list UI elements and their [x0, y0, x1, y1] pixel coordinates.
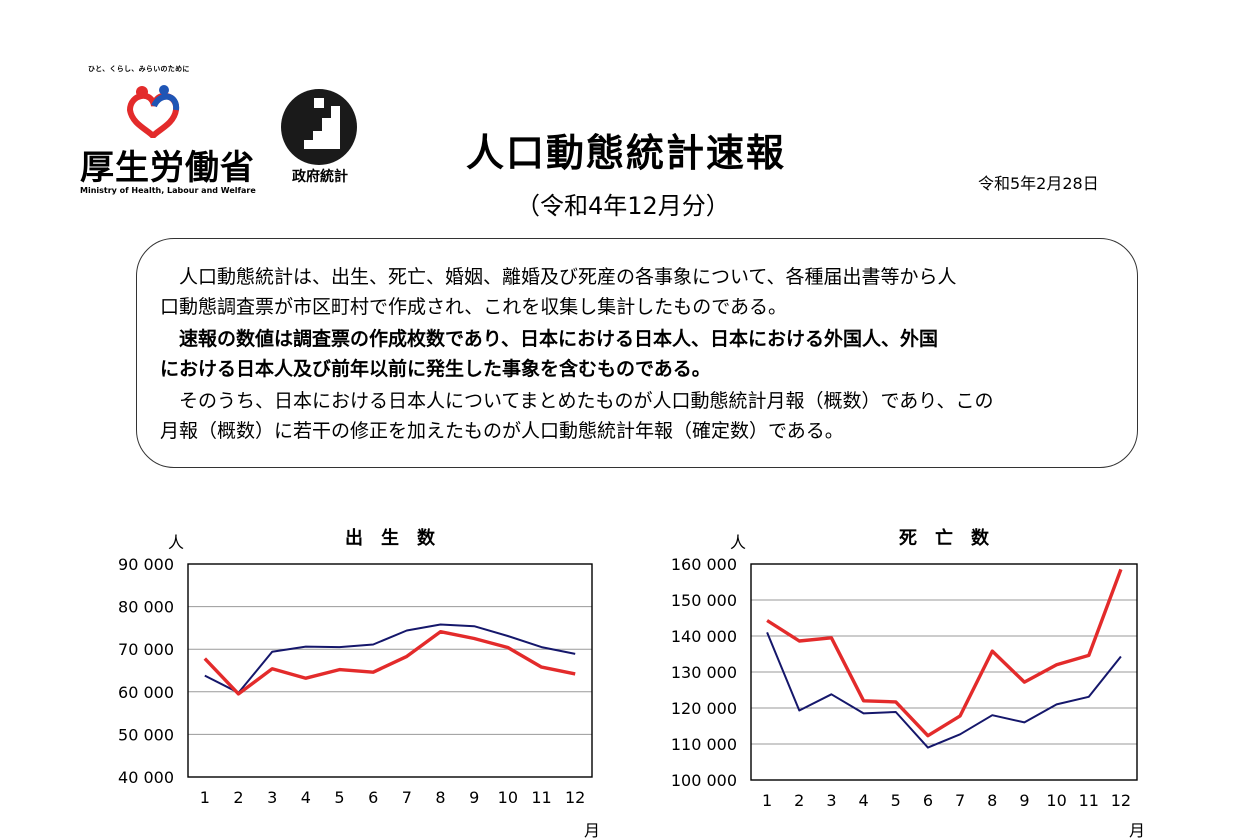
x-tick-label: 10: [1046, 791, 1066, 810]
x-tick-label: 7: [402, 788, 412, 807]
y-tick-label: 40 000: [118, 768, 174, 787]
page-subtitle: （令和4年12月分）: [516, 192, 730, 220]
notice-paragraph-1-line-2: 口動態調査票が市区町村で作成され、これを収集し集計したものである。: [160, 296, 788, 318]
notice-paragraph-1-line-1: 人口動態統計は、出生、死亡、婚姻、離婚及び死産の各事象について、各種届出書等から…: [160, 266, 957, 288]
series-line-current-year: [766, 568, 1123, 738]
x-axis-unit-label: 月: [1129, 821, 1145, 840]
y-tick-label: 130 000: [671, 663, 737, 682]
series-line-current-year: [203, 629, 576, 696]
plot-area: [750, 563, 1138, 781]
y-tick-label: 90 000: [118, 555, 174, 574]
y-tick-label: 120 000: [671, 699, 737, 718]
x-tick-label: 7: [955, 791, 965, 810]
x-tick-label: 9: [1019, 791, 1029, 810]
x-tick-label: 3: [826, 791, 836, 810]
series-line-previous-year: [766, 632, 1122, 749]
x-tick-label: 12: [565, 788, 585, 807]
x-tick-label: 4: [301, 788, 311, 807]
x-tick-label: 9: [469, 788, 479, 807]
publication-date: 令和5年2月28日: [978, 174, 1099, 193]
notice-box: [136, 238, 1138, 468]
x-tick-label: 8: [987, 791, 997, 810]
ministry-name: 厚生労働省: [80, 148, 255, 188]
x-tick-label: 6: [368, 788, 378, 807]
x-tick-label: 12: [1111, 791, 1131, 810]
y-axis-unit-label: 人: [730, 533, 746, 552]
x-axis-unit-label: 月: [584, 821, 600, 840]
x-tick-label: 3: [267, 788, 277, 807]
y-tick-label: 160 000: [671, 555, 737, 574]
x-tick-label: 4: [858, 791, 868, 810]
y-tick-label: 100 000: [671, 771, 737, 790]
y-tick-label: 60 000: [118, 683, 174, 702]
ministry-name-en: Ministry of Health, Labour and Welfare: [80, 186, 256, 195]
government-statistics-icon: [281, 89, 357, 165]
series-line-previous-year: [204, 623, 576, 694]
deaths-line-chart: 死 亡 数 人月 160 000 150 000 140 000 130 000 120 0…: [671, 527, 1145, 840]
y-tick-label: 110 000: [671, 735, 737, 754]
x-tick-label: 11: [1079, 791, 1099, 810]
x-tick-label: 8: [435, 788, 445, 807]
x-tick-label: 5: [891, 791, 901, 810]
chart-title: 死 亡 数: [899, 527, 990, 549]
y-tick-label: 80 000: [118, 598, 174, 617]
chart-title: 出 生 数: [345, 527, 436, 549]
births-line-chart: 出 生 数 人月 90 000 80 000 70 000 60 000 50 000 40 …: [118, 527, 600, 840]
x-tick-label: 10: [498, 788, 518, 807]
y-tick-label: 140 000: [671, 627, 737, 646]
x-tick-label: 6: [923, 791, 933, 810]
page-title: 人口動態統計速報: [466, 131, 787, 175]
notice-paragraph-2-line-2: における日本人及び前年以前に発生した事象を含むものである。: [160, 358, 711, 380]
plot-area: [187, 563, 593, 778]
notice-paragraph-2-line-1: 速報の数値は調査票の作成枚数であり、日本における日本人、日本における外国人、外国: [160, 328, 939, 350]
x-tick-label: 11: [531, 788, 551, 807]
x-tick-label: 5: [334, 788, 344, 807]
y-axis-unit-label: 人: [168, 533, 184, 552]
y-tick-label: 150 000: [671, 591, 737, 610]
x-tick-label: 2: [233, 788, 243, 807]
y-tick-label: 70 000: [118, 640, 174, 659]
x-tick-label: 1: [200, 788, 210, 807]
notice-paragraph-3-line-2: 月報（概数）に若干の修正を加えたものが人口動態統計年報（確定数）である。: [160, 420, 844, 442]
ministry-emblem-icon: [126, 85, 180, 138]
notice-paragraph-3-line-1: そのうち、日本における日本人についてまとめたものが人口動態統計月報（概数）であり…: [160, 390, 994, 412]
ministry-tagline: ひと、くらし、みらいのために: [88, 65, 190, 73]
government-statistics-label: 政府統計: [292, 169, 348, 185]
y-tick-label: 50 000: [118, 725, 174, 744]
x-tick-label: 2: [794, 791, 804, 810]
x-tick-label: 1: [762, 791, 772, 810]
